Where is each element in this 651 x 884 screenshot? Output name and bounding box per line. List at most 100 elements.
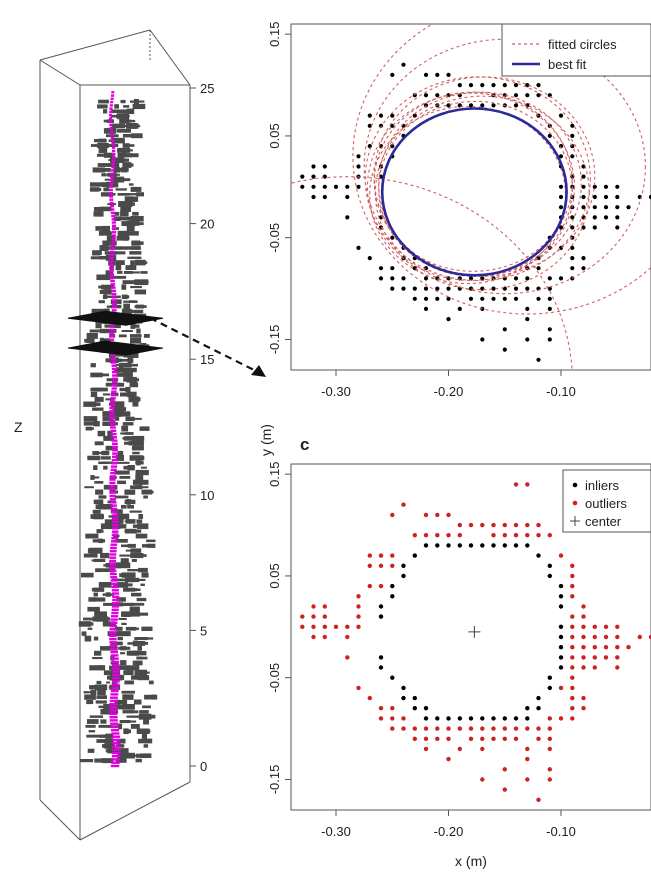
foliage-mark	[116, 513, 130, 520]
outlier-point	[412, 533, 417, 538]
foliage-mark	[124, 489, 136, 495]
foliage-mark	[121, 504, 127, 509]
stem-mark	[109, 641, 117, 644]
foliage-mark	[100, 709, 112, 715]
foliage-mark	[95, 489, 104, 495]
foliage-mark	[98, 504, 113, 510]
stem-mark	[111, 533, 119, 537]
foliage-mark	[129, 202, 135, 206]
z-axis-label: Z	[14, 419, 23, 435]
legend-label-inliers: inliers	[585, 478, 619, 493]
foliage-mark	[96, 695, 107, 699]
box-edge	[39, 29, 151, 61]
inlier-point	[502, 716, 507, 721]
foliage-mark	[89, 547, 103, 554]
outlier-point	[378, 583, 384, 589]
outlier-point	[300, 614, 305, 619]
stem-mark	[110, 250, 115, 253]
foliage-mark	[93, 421, 100, 427]
foliage-mark	[116, 461, 130, 464]
foliage-mark	[97, 689, 106, 696]
data-point	[615, 215, 620, 220]
stem-mark	[111, 221, 116, 224]
data-point	[457, 103, 462, 108]
stem-mark	[109, 563, 117, 566]
foliage-mark	[81, 631, 87, 636]
stem-mark	[112, 520, 119, 524]
foliage-mark	[98, 538, 103, 544]
stem-mark	[111, 735, 120, 738]
outlier-point	[581, 624, 586, 629]
outlier-point	[322, 634, 327, 640]
foliage-mark	[143, 334, 150, 338]
foliage-mark	[105, 593, 115, 596]
outlier-point	[457, 726, 462, 731]
foliage-mark	[98, 499, 104, 505]
foliage-mark	[130, 186, 142, 192]
foliage-mark	[129, 334, 142, 338]
foliage-mark	[102, 461, 114, 464]
foliage-mark	[135, 529, 142, 533]
slice-plane	[67, 310, 164, 326]
outlier-point	[592, 634, 597, 640]
data-point	[435, 72, 440, 77]
data-point	[513, 93, 519, 98]
data-point	[390, 113, 395, 118]
foliage-mark	[121, 665, 133, 670]
foliage-mark	[144, 694, 158, 700]
data-point	[390, 235, 395, 240]
inlier-point	[558, 583, 564, 589]
foliage-mark	[122, 280, 135, 285]
data-point	[547, 276, 552, 281]
foliage-mark	[120, 99, 126, 104]
box-edge	[39, 799, 81, 841]
foliage-mark	[99, 568, 110, 572]
slice-plane	[67, 340, 164, 356]
foliage-mark	[129, 197, 134, 201]
foliage-mark	[139, 710, 149, 714]
y-tick-label: 0.15	[267, 22, 282, 47]
foliage-mark	[102, 495, 107, 499]
foliage-mark	[134, 259, 146, 266]
outlier-point	[592, 665, 597, 670]
foliage-mark	[131, 241, 144, 245]
foliage-mark	[135, 304, 145, 309]
stem-mark	[110, 689, 119, 693]
foliage-mark	[96, 274, 110, 281]
y-tick-label: -0.15	[267, 765, 282, 795]
foliage-mark	[122, 558, 129, 562]
stem-mark	[111, 289, 116, 293]
stem-mark	[110, 693, 119, 696]
data-point	[435, 93, 440, 98]
outlier-point	[322, 614, 327, 619]
inlier-point	[412, 695, 417, 701]
foliage-mark	[83, 401, 97, 407]
foliage-mark	[90, 372, 103, 378]
foliage-mark	[101, 182, 115, 187]
inlier-point	[378, 604, 384, 609]
foliage-mark	[97, 529, 104, 533]
foliage-mark	[117, 636, 123, 641]
foliage-mark	[103, 109, 108, 114]
foliage-mark	[133, 99, 139, 105]
foliage-mark	[98, 582, 112, 588]
data-point	[525, 306, 530, 311]
x-axis-label: x (m)	[455, 853, 487, 869]
foliage-mark	[115, 758, 127, 763]
foliage-mark	[134, 324, 140, 328]
foliage-mark	[125, 231, 139, 236]
data-point	[457, 83, 462, 88]
foliage-mark	[130, 133, 143, 139]
stem-mark	[110, 426, 116, 429]
data-point	[322, 184, 327, 189]
foliage-mark	[130, 553, 144, 559]
stem-mark	[109, 406, 115, 410]
stem-mark	[109, 497, 117, 501]
z-tick-label: 5	[200, 623, 207, 638]
stem-mark	[111, 159, 116, 162]
outlier-point	[311, 634, 316, 640]
outlier-point	[356, 685, 361, 691]
data-point	[311, 174, 316, 179]
foliage-mark	[100, 373, 110, 377]
